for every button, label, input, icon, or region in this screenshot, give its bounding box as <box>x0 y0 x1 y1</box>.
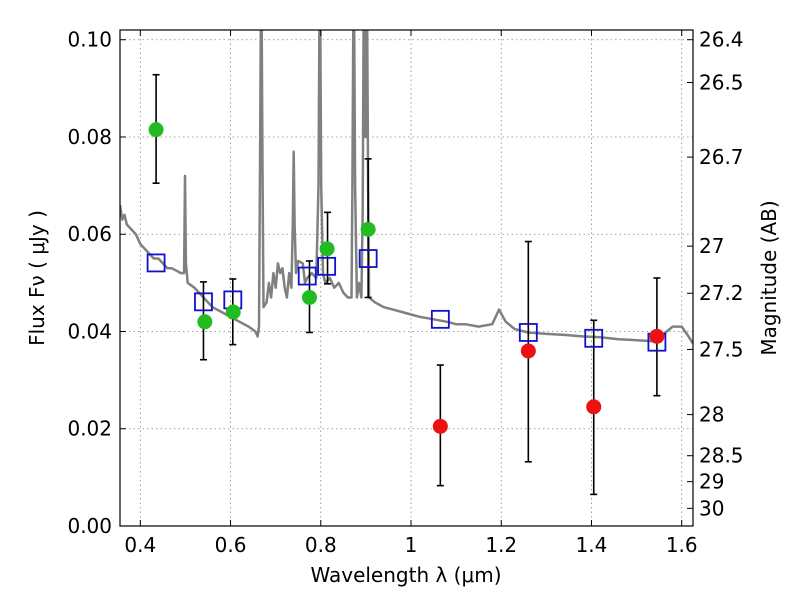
x-tick-label: 1.2 <box>485 533 517 557</box>
x-tick-label: 1.6 <box>666 533 698 557</box>
x-tick-label: 1 <box>405 533 418 557</box>
right-tick-label: 29 <box>699 470 724 494</box>
model-photometry-square <box>146 253 166 273</box>
y-tick-label: 0.00 <box>67 514 112 538</box>
right-tick-label: 28.5 <box>699 444 744 468</box>
model-photometry-square <box>518 323 538 342</box>
red-data-point <box>432 418 448 434</box>
model-photometry-square <box>297 266 317 286</box>
x-tick-label: 1.4 <box>576 533 608 557</box>
grid <box>120 30 693 527</box>
right-tick-label: 27.2 <box>699 281 744 305</box>
right-tick-label: 27 <box>699 234 724 258</box>
model-spectrum-line <box>120 30 693 345</box>
model-photometry-square <box>358 249 378 268</box>
right-tick-label: 26.4 <box>699 28 744 52</box>
green-data-point <box>360 221 376 237</box>
right-tick-label: 26.5 <box>699 70 744 94</box>
y-tick-label: 0.08 <box>67 125 112 149</box>
y-tick-label: 0.06 <box>67 222 112 246</box>
right-tick-label: 27.5 <box>699 337 744 361</box>
y-axis-title: Flux Fν ( μJy ) <box>25 210 49 346</box>
plot-frame <box>119 29 694 527</box>
right-tick-label: 26.7 <box>699 145 744 169</box>
green-data-point <box>197 314 213 330</box>
x-tick-label: 0.8 <box>305 533 337 557</box>
red-data-point <box>520 343 536 359</box>
right-axis-title: Magnitude (AB) <box>757 200 781 355</box>
x-axis-title: Wavelength λ (μm) <box>310 563 501 587</box>
green-data-point <box>319 241 335 257</box>
y-tick-label: 0.02 <box>67 417 112 441</box>
y-tick-label: 0.04 <box>67 319 112 343</box>
model-photometry-square <box>430 309 450 329</box>
model-photometry-square <box>317 256 337 276</box>
green-data-point <box>301 289 317 305</box>
x-tick-label: 0.6 <box>215 533 247 557</box>
plot-area <box>120 30 693 496</box>
y-tick-label: 0.10 <box>67 28 112 52</box>
x-tick-label: 0.4 <box>124 533 156 557</box>
model-photometry-square <box>584 328 604 348</box>
red-data-point <box>586 399 602 415</box>
green-data-point <box>225 304 241 320</box>
right-tick-label: 28 <box>699 403 724 427</box>
right-tick-label: 30 <box>699 496 724 520</box>
model-photometry-square <box>194 292 213 312</box>
green-data-point <box>148 122 164 138</box>
red-data-point <box>649 328 665 344</box>
axes: 0.4 0.6 0.8 1 1.2 1.4 1.6 0.00 0.02 0.04 0.06 0.08 0… <box>67 28 743 557</box>
